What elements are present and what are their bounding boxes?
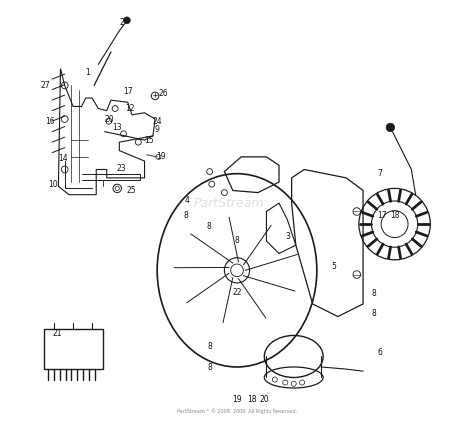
- Text: 17: 17: [123, 87, 133, 96]
- Text: 21: 21: [53, 329, 62, 338]
- Text: 10: 10: [48, 180, 58, 189]
- Text: 23: 23: [117, 164, 126, 173]
- Text: 8: 8: [206, 222, 211, 231]
- Text: 27: 27: [41, 81, 51, 90]
- Text: 16: 16: [45, 117, 55, 126]
- Text: 8: 8: [207, 363, 212, 372]
- Text: 8: 8: [207, 342, 212, 352]
- Text: 13: 13: [112, 123, 122, 132]
- Text: 20: 20: [259, 395, 269, 404]
- Text: 15: 15: [144, 136, 154, 146]
- Text: 8: 8: [371, 309, 376, 318]
- Circle shape: [124, 17, 130, 24]
- Text: 8: 8: [371, 289, 376, 298]
- Circle shape: [386, 123, 394, 132]
- Text: PartStream: PartStream: [193, 197, 264, 209]
- Text: 5: 5: [331, 262, 336, 271]
- Text: 12: 12: [125, 104, 135, 113]
- Text: 2: 2: [119, 18, 124, 27]
- Text: 14: 14: [58, 154, 67, 163]
- Text: 4: 4: [184, 197, 189, 206]
- Text: 6: 6: [377, 348, 383, 357]
- Text: 8: 8: [235, 236, 239, 245]
- Text: 22: 22: [232, 288, 242, 297]
- Text: 19: 19: [156, 151, 166, 161]
- Text: 18: 18: [247, 395, 256, 404]
- Bar: [44, 329, 102, 369]
- Text: 26: 26: [159, 89, 168, 98]
- Text: 17: 17: [377, 211, 387, 220]
- Text: 9: 9: [155, 125, 160, 134]
- Text: 25: 25: [126, 186, 136, 195]
- Text: 7: 7: [377, 169, 383, 178]
- Text: 24: 24: [152, 117, 162, 126]
- Text: 1: 1: [85, 69, 90, 77]
- Text: 20: 20: [104, 115, 114, 124]
- Text: 19: 19: [232, 395, 242, 404]
- Text: 8: 8: [183, 211, 188, 220]
- Text: PartStream™ © 2008, 2009. All Rights Reserved.: PartStream™ © 2008, 2009. All Rights Res…: [177, 408, 297, 414]
- Text: 3: 3: [285, 232, 290, 241]
- Text: 18: 18: [390, 211, 399, 220]
